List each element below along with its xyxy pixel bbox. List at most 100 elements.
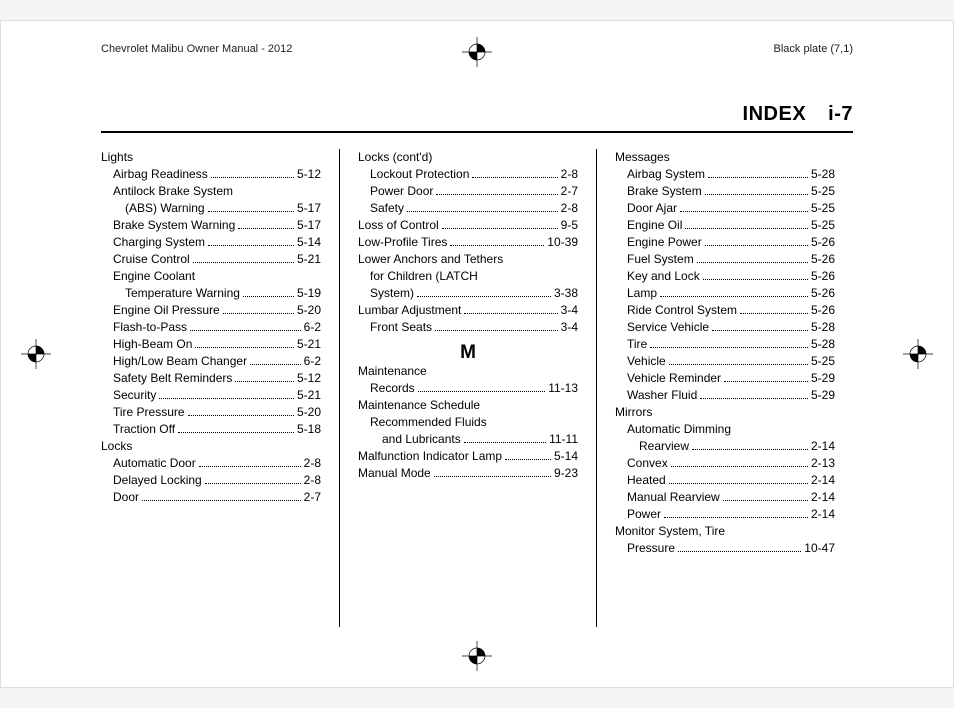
leader-dots — [193, 262, 294, 263]
index-entry-page: 5-14 — [297, 234, 321, 251]
index-entry-page: 5-25 — [811, 217, 835, 234]
index-entry-label: Door — [113, 489, 139, 506]
index-entry-page: 6-2 — [304, 319, 321, 336]
leader-dots — [435, 330, 558, 331]
index-entry-label: Safety Belt Reminders — [113, 370, 232, 387]
leader-dots — [235, 381, 294, 382]
index-entry: Fuel System5-26 — [615, 251, 835, 268]
index-entry: Security 5-21 — [101, 387, 321, 404]
index-entry: Manual Rearview2-14 — [615, 489, 835, 506]
index-entry-page: 11-11 — [549, 431, 578, 448]
index-entry-page: 10-39 — [547, 234, 578, 251]
leader-dots — [417, 296, 551, 297]
index-entry-page: 2-13 — [811, 455, 835, 472]
index-entry-page: 5-12 — [297, 166, 321, 183]
index-entry-page: 2-7 — [304, 489, 321, 506]
index-entry: Heated 2-14 — [615, 472, 835, 489]
index-entry-label: Pressure — [627, 540, 675, 557]
leader-dots — [142, 500, 301, 501]
index-entry-page: 3-4 — [561, 302, 578, 319]
leader-dots — [250, 364, 301, 365]
header-left: Chevrolet Malibu Owner Manual - 2012 — [101, 43, 292, 55]
index-entry: Brake System5-25 — [615, 183, 835, 200]
index-entry-label: (ABS) Warning — [125, 200, 205, 217]
section-label: INDEX — [743, 103, 807, 125]
index-entry: System) 3-38 — [358, 285, 578, 302]
index-entry-page: 5-21 — [297, 336, 321, 353]
index-entry-page: 2-8 — [304, 455, 321, 472]
index-entry-label: Convex — [627, 455, 668, 472]
index-entry-page: 2-14 — [811, 506, 835, 523]
index-entry: Vehicle5-25 — [615, 353, 835, 370]
leader-dots — [692, 449, 808, 450]
index-entry: Antilock Brake System — [101, 183, 321, 200]
index-entry-page: 5-28 — [811, 336, 835, 353]
index-entry-label: Malfunction Indicator Lamp — [358, 448, 502, 465]
index-entry-label: Airbag System — [627, 166, 705, 183]
leader-dots — [712, 330, 808, 331]
index-entry-label: Vehicle Reminder — [627, 370, 721, 387]
leader-dots — [464, 442, 546, 443]
leader-dots — [243, 296, 294, 297]
index-entry-label: Delayed Locking — [113, 472, 202, 489]
index-entry-page: 2-14 — [811, 472, 835, 489]
leader-dots — [685, 228, 808, 229]
leader-dots — [669, 364, 808, 365]
index-entry-label: Manual Mode — [358, 465, 431, 482]
leader-dots — [434, 476, 551, 477]
index-entry: (ABS) Warning 5-17 — [101, 200, 321, 217]
index-entry: Airbag Readiness 5-12 — [101, 166, 321, 183]
index-entry-label: Washer Fluid — [627, 387, 697, 404]
index-entry-label: Heated — [627, 472, 666, 489]
leader-dots — [418, 391, 546, 392]
index-entry-page: 5-29 — [811, 370, 835, 387]
index-entry-label: Engine Power — [627, 234, 702, 251]
index-entry: Power2-14 — [615, 506, 835, 523]
index-entry-label: Ride Control System — [627, 302, 737, 319]
index-entry: High/Low Beam Changer 6-2 — [101, 353, 321, 370]
index-entry: Maintenance — [358, 363, 578, 380]
leader-dots — [205, 483, 301, 484]
index-entry-page: 3-38 — [554, 285, 578, 302]
index-entry-page: 9-5 — [561, 217, 578, 234]
index-entry-page: 3-4 — [561, 319, 578, 336]
index-entry-label: System) — [370, 285, 414, 302]
leader-dots — [208, 245, 294, 246]
index-entry-page: 5-17 — [297, 200, 321, 217]
index-entry-label: Rearview — [639, 438, 689, 455]
index-entry: Recommended Fluids — [358, 414, 578, 431]
index-entry: for Children (LATCH — [358, 268, 578, 285]
leader-dots — [705, 194, 808, 195]
index-entry-label: Key and Lock — [627, 268, 700, 285]
registration-mark-icon — [462, 37, 492, 67]
index-entry: Safety Belt Reminders5-12 — [101, 370, 321, 387]
index-entry-label: Security — [113, 387, 156, 404]
index-entry: Power Door2-7 — [358, 183, 578, 200]
index-entry-page: 2-14 — [811, 489, 835, 506]
index-entry-label: Cruise Control — [113, 251, 190, 268]
index-entry: Lamp5-26 — [615, 285, 835, 302]
leader-dots — [705, 245, 808, 246]
index-entry-page: 6-2 — [304, 353, 321, 370]
index-entry-page: 2-8 — [561, 166, 578, 183]
section-page: i-7 — [828, 103, 853, 125]
index-entry-label: Records — [370, 380, 415, 397]
index-letter: M — [358, 344, 578, 361]
index-entry-label: Airbag Readiness — [113, 166, 208, 183]
index-entry-label: High/Low Beam Changer — [113, 353, 247, 370]
index-entry-label: Low-Profile Tires — [358, 234, 447, 251]
index-entry-page: 2-8 — [304, 472, 321, 489]
index-entry-label: Front Seats — [370, 319, 432, 336]
index-entry: Delayed Locking 2-8 — [101, 472, 321, 489]
leader-dots — [703, 279, 808, 280]
leader-dots — [671, 466, 808, 467]
index-entry-label: Brake System — [627, 183, 702, 200]
index-entry: Locks (cont'd) — [358, 149, 578, 166]
index-entry-page: 5-26 — [811, 302, 835, 319]
index-entry-page: 9-23 — [554, 465, 578, 482]
index-entry: Automatic Door2-8 — [101, 455, 321, 472]
leader-dots — [208, 211, 294, 212]
index-entry-page: 5-21 — [297, 387, 321, 404]
section-title: INDEX i-7 — [743, 103, 853, 126]
index-entry: Manual Mode 9-23 — [358, 465, 578, 482]
